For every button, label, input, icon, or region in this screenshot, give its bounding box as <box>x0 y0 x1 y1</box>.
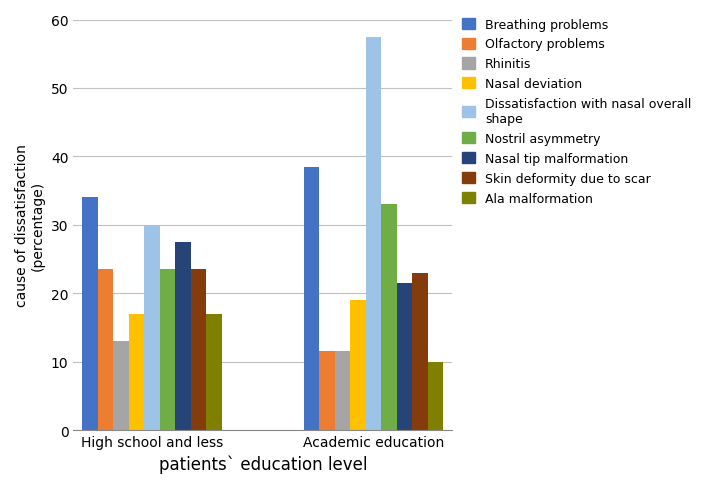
X-axis label: patients` education level: patients` education level <box>159 454 367 473</box>
Legend: Breathing problems, Olfactory problems, Rhinitis, Nasal deviation, Dissatisfacti: Breathing problems, Olfactory problems, … <box>462 19 691 205</box>
Bar <box>428 362 443 430</box>
Bar <box>319 352 335 430</box>
Bar <box>82 198 98 430</box>
Bar <box>98 270 113 430</box>
Bar <box>412 273 428 430</box>
Bar <box>144 225 160 430</box>
Bar <box>396 284 412 430</box>
Bar <box>350 301 366 430</box>
Bar <box>160 270 176 430</box>
Bar <box>382 205 396 430</box>
Bar <box>206 314 222 430</box>
Bar <box>304 167 319 430</box>
Y-axis label: cause of dissatisfaction
(percentage): cause of dissatisfaction (percentage) <box>15 144 45 306</box>
Bar <box>366 38 382 430</box>
Bar <box>191 270 206 430</box>
Bar <box>335 352 350 430</box>
Bar <box>129 314 144 430</box>
Bar <box>113 342 129 430</box>
Bar <box>176 243 191 430</box>
